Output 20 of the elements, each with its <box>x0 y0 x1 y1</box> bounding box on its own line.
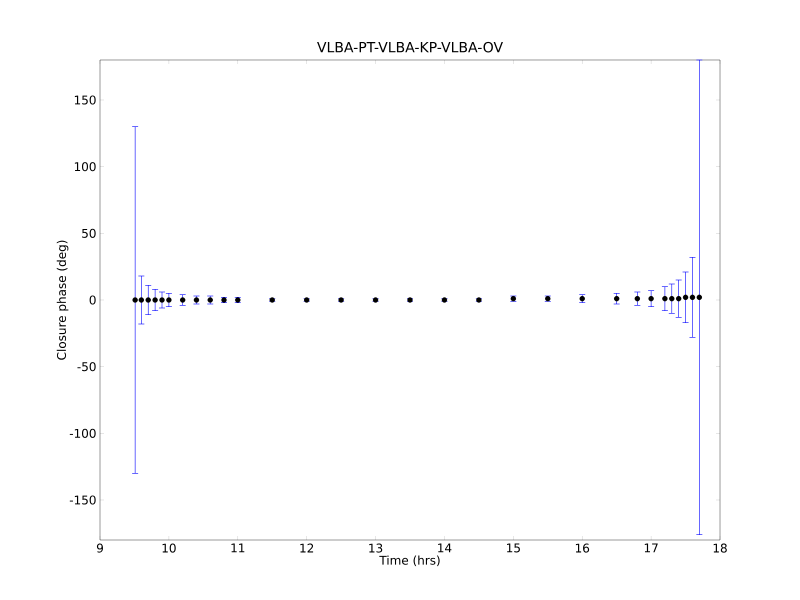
chart-title: VLBA-PT-VLBA-KP-VLBA-OV <box>317 42 503 52</box>
x-tick-label: 9 <box>96 544 103 553</box>
y-tick-label: -50 <box>77 362 96 372</box>
x-axis-title: Time (hrs) <box>379 555 440 566</box>
x-tick-label: 10 <box>162 544 176 553</box>
x-tick-label: 13 <box>369 544 382 553</box>
x-tick-label: 14 <box>438 544 452 552</box>
x-tick-label: 12 <box>300 544 314 552</box>
x-tick-label: 15 <box>507 544 520 552</box>
y-tick-label: -150 <box>70 495 96 505</box>
x-tick-label: 18 <box>714 544 727 553</box>
y-axis-title: Closure phase (deg) <box>56 240 68 360</box>
y-tick-label: 0 <box>90 295 96 305</box>
x-tick-label: 17 <box>644 544 658 552</box>
x-tick-label: 11 <box>231 544 244 552</box>
y-tick-label: 100 <box>74 162 96 172</box>
y-tick-label: 50 <box>82 228 96 238</box>
y-tick-label: 150 <box>74 95 96 105</box>
y-tick-label: -100 <box>70 428 96 438</box>
x-tick-label: 16 <box>576 544 590 553</box>
